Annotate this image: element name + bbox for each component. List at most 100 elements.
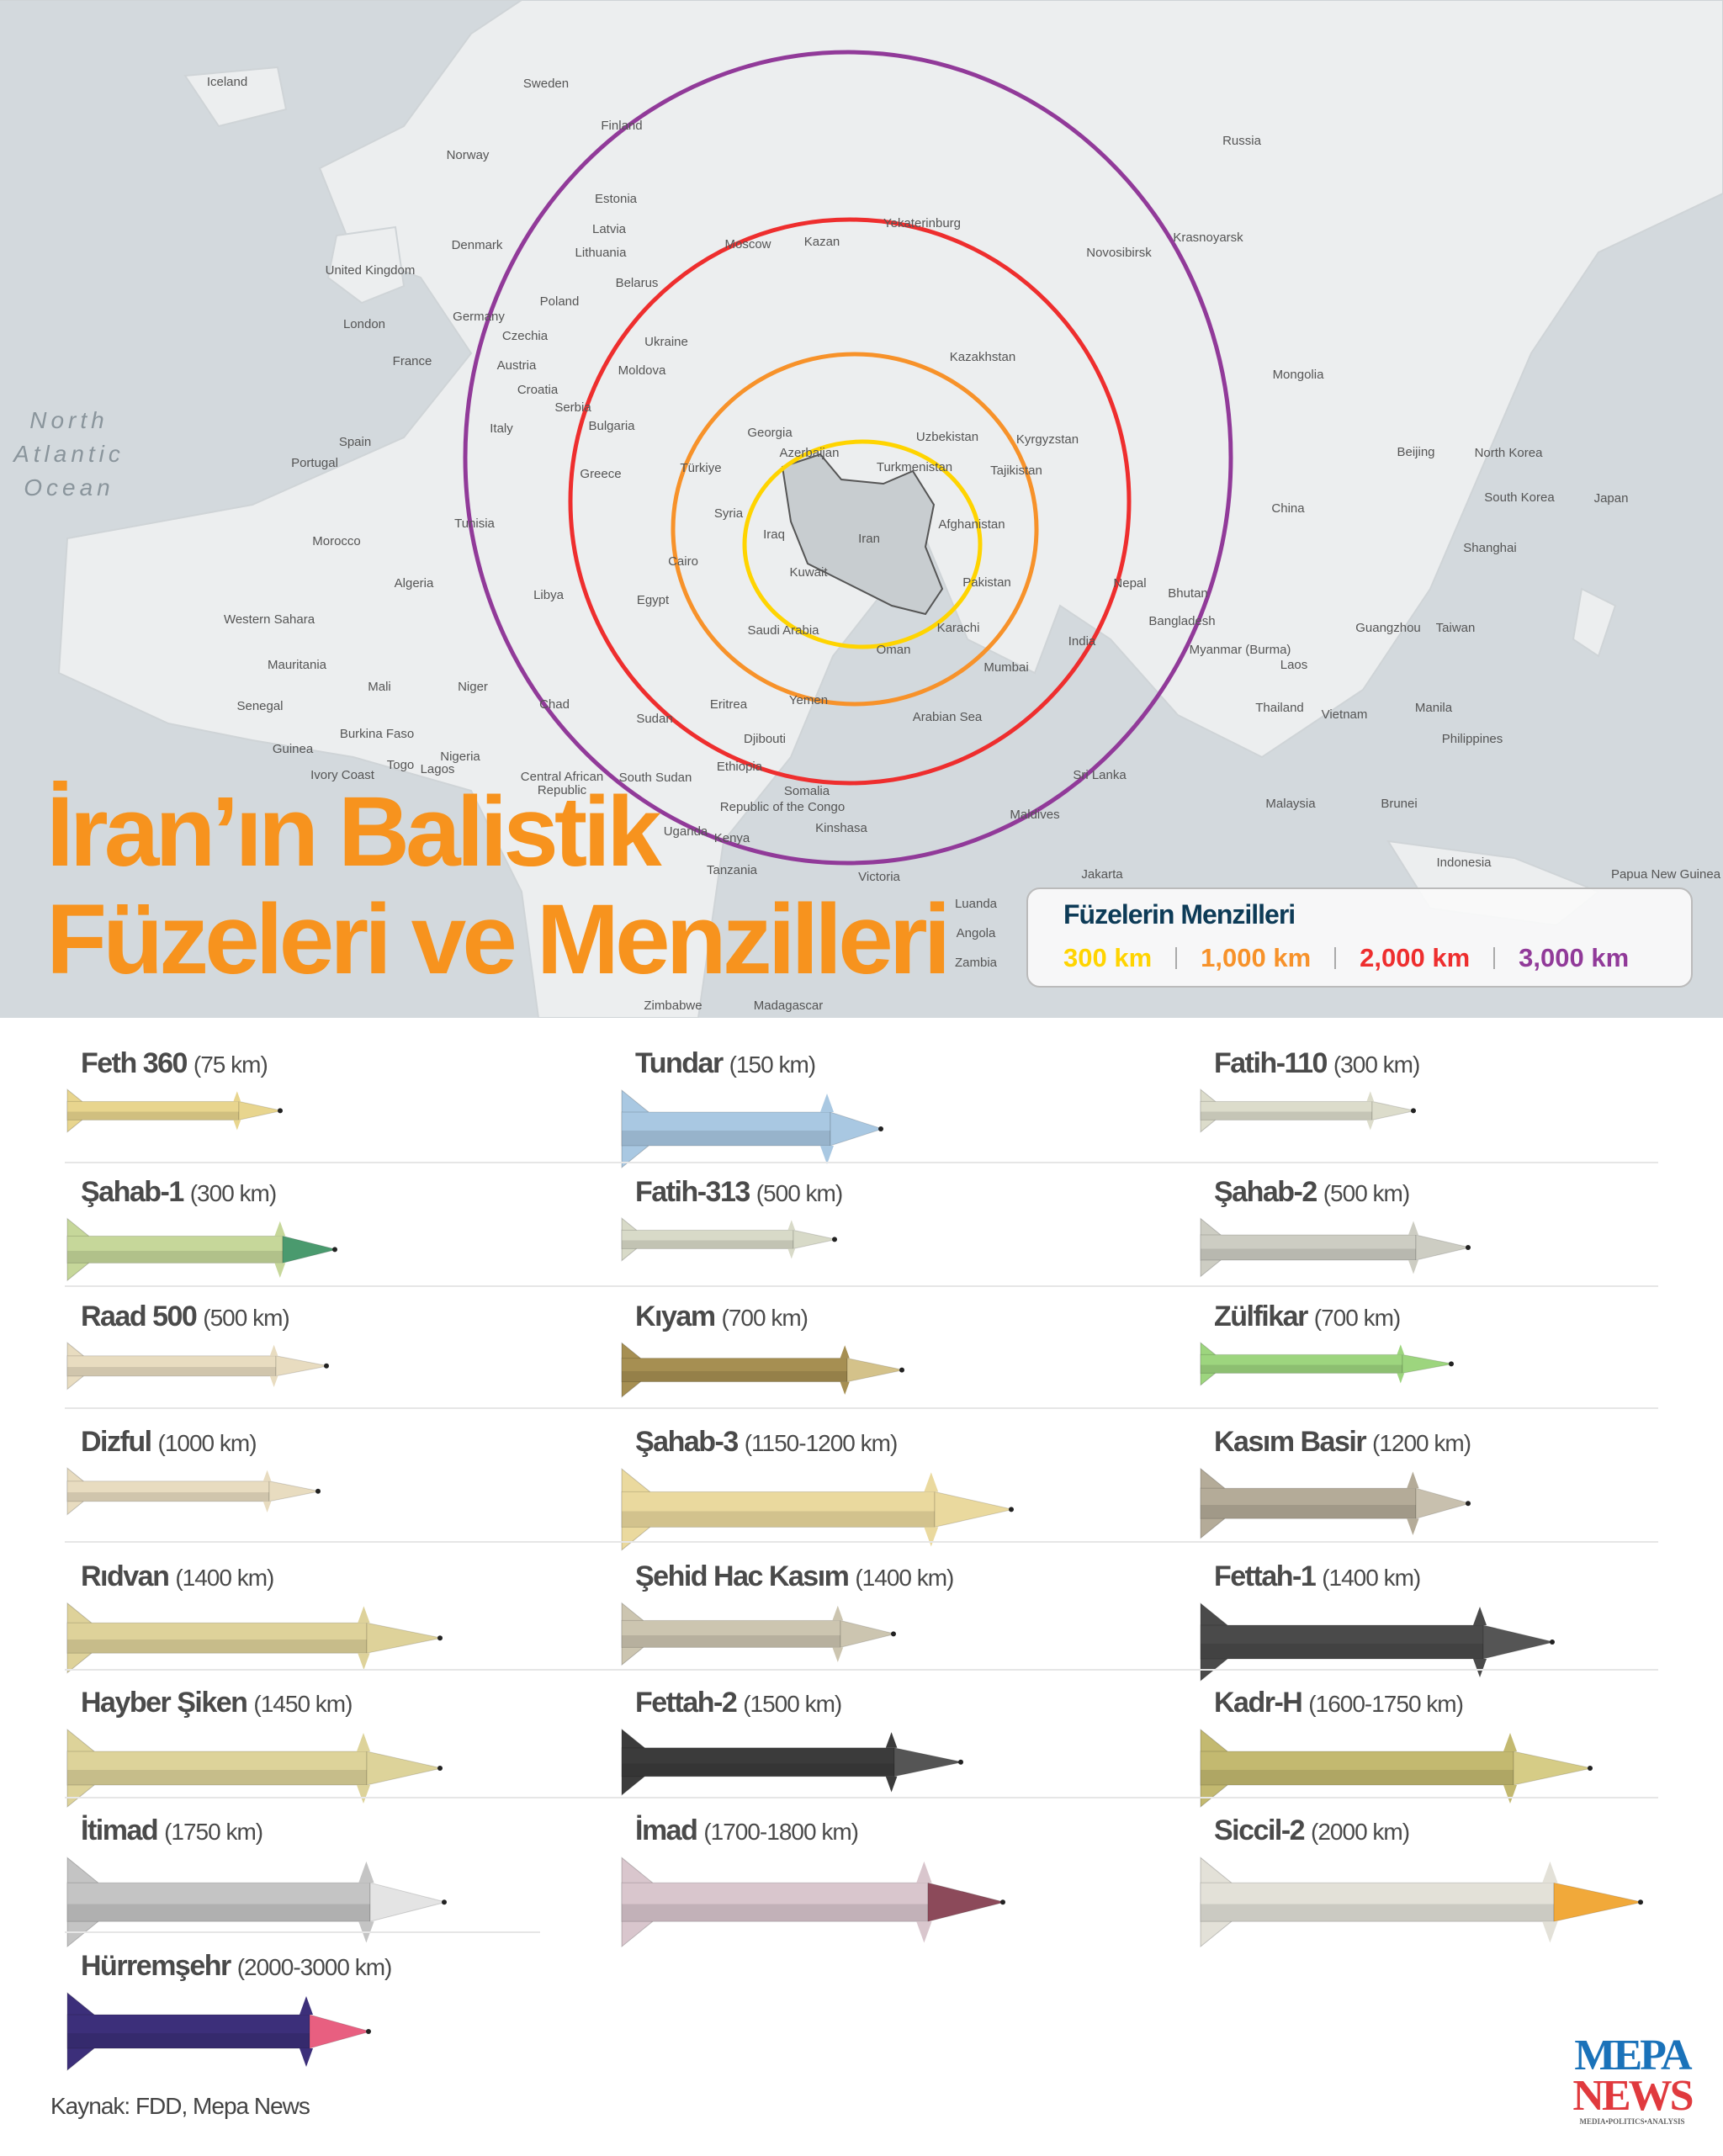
missile-canard (1397, 1344, 1405, 1355)
map-label: Philippines (1441, 732, 1503, 746)
missile-name: Fettah-2 (635, 1687, 738, 1719)
missile-illustration (621, 1728, 963, 1796)
map-label: China (1271, 501, 1305, 516)
map-label: Mali (368, 680, 391, 694)
map-label: Karachi (936, 621, 980, 635)
missile-item: Şahab-3 (1150-1200 km) (621, 1426, 1026, 1552)
legend-separator (1334, 947, 1337, 969)
missile-name: Hürremşehr (81, 1950, 231, 1982)
map-label: Yemen (788, 693, 829, 707)
missile-name: Kıyam (635, 1300, 716, 1332)
missile-nose (893, 1747, 963, 1777)
missile-illustration (621, 1468, 1014, 1551)
legend-item-300km: 300 km (1063, 943, 1153, 972)
missile-nose (366, 1751, 443, 1786)
map-label: Somalia (783, 784, 830, 798)
missile-range: (1450 km) (253, 1691, 353, 1717)
land-mass (1572, 587, 1617, 658)
map-label: Poland (539, 294, 580, 309)
missile-nose (1371, 1100, 1416, 1121)
missile-canard (1473, 1659, 1487, 1677)
map-label: Cairo (668, 554, 698, 569)
map-label: Egypt (636, 593, 670, 607)
missile-shade (622, 1511, 935, 1528)
missile-name: Siccil-2 (1214, 1814, 1306, 1846)
missile-tip (1466, 1501, 1471, 1507)
map-label: India (1068, 634, 1096, 649)
missile-body (66, 1235, 284, 1263)
missile-canard (300, 1996, 313, 2015)
missile-label: İtimad (1750 km) (81, 1814, 459, 1847)
missile-item: Fatih-313 (500 km) (621, 1176, 850, 1262)
missile-shade (67, 1251, 283, 1263)
missile-canard (787, 1220, 796, 1231)
missile-illustration (1200, 1089, 1416, 1133)
missile-range: (300 km) (189, 1180, 277, 1206)
missile-canard (916, 1861, 932, 1883)
missile-illustration (1200, 1217, 1471, 1278)
missile-name: Şehid Hac Kasım (635, 1560, 850, 1592)
missile-item: Zülfikar (700 km) (1200, 1300, 1466, 1386)
row-divider (65, 1162, 1658, 1163)
map-label: South Korea (1484, 490, 1555, 505)
missile-nose (369, 1882, 447, 1922)
missile-tip (442, 1899, 447, 1905)
missile-canard (916, 1921, 932, 1943)
mepa-news-logo: MEPA NEWS MEDIA•POLITICS•ANALYSIS (1572, 2032, 1694, 2127)
missile-body (66, 1355, 277, 1377)
map-label: Manila (1414, 701, 1453, 715)
map-label: Portugal (291, 456, 338, 470)
range-ring-300km (742, 439, 983, 649)
missile-nose (1415, 1234, 1471, 1261)
map-label: Germany (453, 310, 505, 324)
missile-range: (1400 km) (1322, 1565, 1421, 1591)
map-label: Kyrgyzstan (1015, 432, 1079, 447)
missile-nose (366, 1622, 443, 1654)
missile-item: Kıyam (700 km) (621, 1300, 917, 1398)
missile-shade (622, 1635, 840, 1648)
map-label: Taiwan (1435, 621, 1476, 635)
map-label: Maldives (1010, 808, 1060, 822)
missile-body (621, 1747, 895, 1777)
missile-canard (358, 1606, 370, 1624)
title-line-1: İran’ın Balistik (46, 776, 662, 887)
missile-shade (622, 1131, 830, 1146)
map-label: Serbia (554, 400, 591, 415)
missile-canard (1366, 1091, 1375, 1102)
missile-tip (1411, 1108, 1416, 1114)
missile-shade (67, 1640, 367, 1654)
missile-range: (1000 km) (157, 1430, 257, 1456)
map-label: Krasnoyarsk (1173, 230, 1243, 245)
missile-tip (832, 1237, 837, 1242)
missile-canard (269, 1344, 278, 1356)
missile-label: Zülfikar (700 km) (1214, 1300, 1466, 1333)
missile-item: Fatih-110 (300 km) (1200, 1047, 1429, 1133)
missile-shade (622, 1904, 928, 1922)
map-label: Denmark (451, 238, 503, 252)
map-label: Ukraine (644, 335, 688, 349)
missile-nose (1415, 1487, 1471, 1519)
map-label: Iraq (763, 527, 785, 542)
missile-illustration (66, 1467, 321, 1516)
map-label: Norway (446, 148, 490, 162)
map-label: Guangzhou (1355, 621, 1421, 635)
map-label: Algeria (394, 576, 434, 591)
map-label: United Kingdom (325, 263, 416, 278)
land-mass (183, 66, 288, 128)
missile-illustration (1200, 1467, 1471, 1539)
missile-illustration (66, 1857, 447, 1948)
missile-body (621, 1619, 841, 1648)
missile-tip (278, 1108, 283, 1114)
missile-range: (1750 km) (164, 1819, 263, 1845)
map-label: Oman (876, 643, 911, 657)
missile-illustration (621, 1217, 837, 1262)
missile-shade (1201, 1644, 1483, 1659)
missile-item: Dizful (1000 km) (66, 1426, 333, 1516)
missile-illustration (66, 1342, 329, 1391)
missile-name: Zülfikar (1214, 1300, 1308, 1332)
missile-range: (1200 km) (1372, 1430, 1471, 1456)
missile-range: (700 km) (721, 1305, 808, 1331)
missile-name: Fettah-1 (1214, 1560, 1317, 1592)
missile-tip (437, 1766, 443, 1771)
missile-item: Şehid Hac Kasım (1400 km) (621, 1560, 954, 1666)
